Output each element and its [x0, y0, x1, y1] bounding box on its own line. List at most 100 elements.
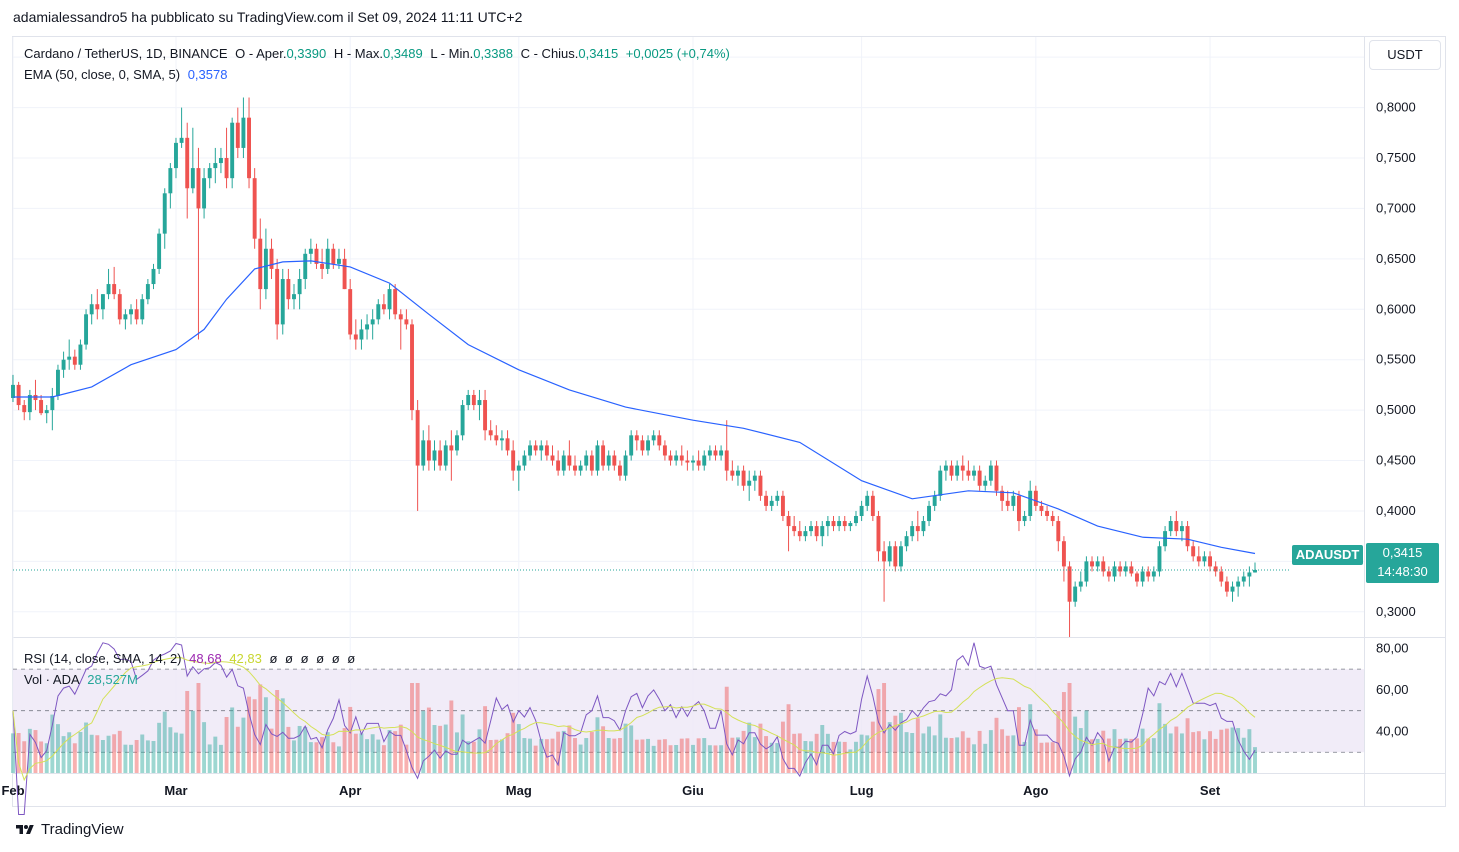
volume-bar [213, 736, 218, 773]
candle [685, 450, 690, 471]
high-value: 0,3489 [382, 46, 423, 61]
candle [207, 163, 212, 189]
candle-body [325, 248, 330, 269]
candle [1129, 561, 1134, 577]
candle-body [584, 455, 589, 466]
candle [157, 228, 162, 274]
candle-body [410, 324, 414, 411]
candle [112, 266, 117, 300]
candle [1135, 571, 1139, 587]
candle [528, 440, 532, 461]
candle [741, 465, 746, 491]
currency-button[interactable]: USDT [1369, 40, 1441, 70]
candle-body [455, 435, 459, 451]
candle [67, 339, 72, 370]
candle [1208, 551, 1212, 572]
candle [522, 450, 527, 471]
volume-bar [724, 686, 729, 773]
volume-bar [100, 740, 105, 773]
rsi-ma-value: 42,83 [229, 651, 262, 666]
volume-bar [657, 739, 662, 773]
volume-bar [168, 727, 173, 773]
volume-bar [252, 699, 257, 773]
volume-bar [1078, 728, 1083, 773]
volume-bar [1185, 718, 1190, 773]
candle-body [50, 395, 55, 411]
candle-body [943, 465, 948, 471]
volume-bar [983, 743, 988, 773]
candle-body [1033, 490, 1038, 506]
candle-body [938, 470, 943, 496]
candle-body [988, 465, 993, 481]
candle-body [1157, 546, 1162, 572]
candle-body [438, 450, 443, 466]
volume-bar [275, 690, 280, 773]
footer-brand[interactable]: TradingView [13, 821, 124, 838]
candle [657, 430, 662, 451]
price-axis-label: 0,7000 [1376, 200, 1416, 215]
candle [1224, 576, 1229, 597]
volume-bar [106, 735, 111, 773]
candle-body [623, 455, 628, 476]
candle-body [837, 521, 842, 527]
candle-body [809, 526, 813, 532]
candle-body [477, 400, 482, 406]
candle-body [1078, 581, 1083, 587]
candle [1247, 566, 1252, 587]
candle-body [320, 263, 325, 269]
volume-bar [151, 741, 156, 773]
candle-body [1090, 561, 1094, 567]
volume-bar [533, 745, 538, 773]
volume-bar [353, 733, 358, 773]
volume-bar [11, 733, 15, 773]
candle-body [112, 284, 117, 295]
volume-bar [1224, 728, 1229, 773]
candle [303, 248, 308, 290]
candle [145, 279, 150, 305]
candle-body [859, 505, 864, 516]
volume-bar [814, 733, 819, 773]
volume-bar [567, 725, 572, 773]
candle [556, 450, 561, 476]
candle [578, 460, 583, 476]
volume-bar [915, 718, 920, 773]
volume-bar [398, 724, 403, 773]
volume-bar [702, 738, 707, 773]
candle-body [11, 384, 15, 399]
volume-bar [741, 730, 746, 773]
candle-body [825, 521, 830, 527]
candle-body [932, 495, 937, 506]
candle-body [702, 455, 707, 466]
candle-body [1191, 546, 1196, 557]
candle-body [241, 117, 246, 148]
candle-body [348, 289, 353, 335]
candle [1022, 510, 1027, 527]
ema-legend: EMA (50, close, 0, SMA, 5) 0,3578 [24, 67, 231, 82]
volume-bar [921, 733, 926, 773]
candle [977, 465, 982, 491]
candle [196, 147, 201, 340]
volume-bar [876, 689, 881, 773]
volume-bar [336, 746, 341, 773]
candle-body [269, 248, 274, 269]
candle [292, 284, 296, 310]
candle-body [1230, 586, 1235, 592]
candle-body [387, 289, 392, 310]
candle-body [617, 465, 622, 476]
candle [865, 490, 870, 511]
candle [342, 248, 347, 290]
candle [477, 389, 482, 421]
candle [230, 117, 235, 189]
candle-body [1050, 515, 1055, 522]
candle [1196, 546, 1201, 567]
candle [724, 420, 729, 481]
candle [56, 364, 60, 401]
candle [651, 430, 656, 446]
candle [438, 440, 443, 471]
candle-body [1118, 566, 1123, 572]
volume-bar [494, 739, 499, 773]
candle-body [831, 521, 836, 527]
candle-body [168, 168, 173, 194]
candle [129, 304, 133, 325]
